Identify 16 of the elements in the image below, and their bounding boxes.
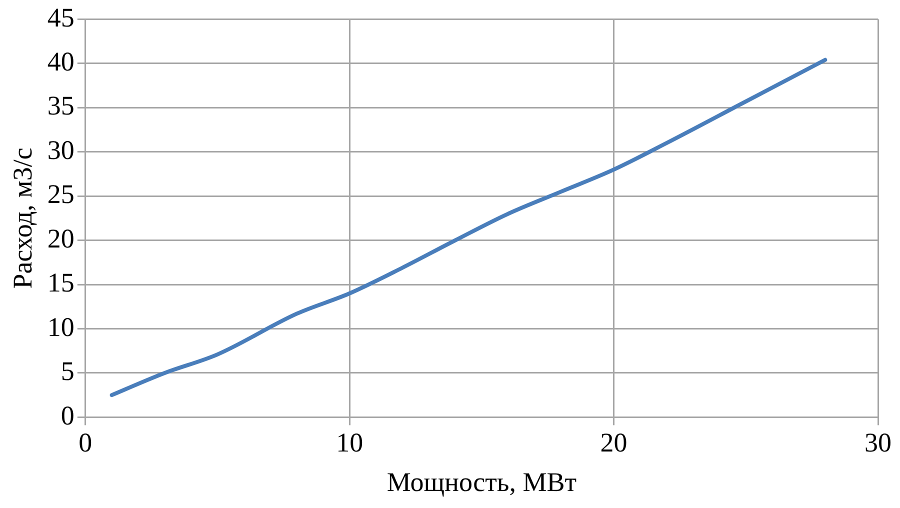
y-tick-label: 0 xyxy=(60,400,74,430)
y-tick-label: 15 xyxy=(47,268,74,298)
x-tick-label: 10 xyxy=(336,427,364,458)
x-axis-title: Мощность, МВт xyxy=(386,466,577,497)
y-tick-label: 45 xyxy=(47,2,74,32)
y-tick-label: 5 xyxy=(60,356,74,386)
y-tick-label: 35 xyxy=(47,90,74,121)
y-tick-label: 30 xyxy=(47,134,74,165)
y-axis-title: Расход, м3/с xyxy=(7,148,38,289)
y-tick-label: 20 xyxy=(47,223,74,254)
line-series xyxy=(110,58,828,398)
x-tick-label: 20 xyxy=(600,427,628,458)
y-tick-label: 25 xyxy=(47,179,74,210)
y-tick-label: 10 xyxy=(47,312,74,342)
y-tick-label: 40 xyxy=(47,46,74,77)
x-tick-label: 30 xyxy=(864,427,892,458)
